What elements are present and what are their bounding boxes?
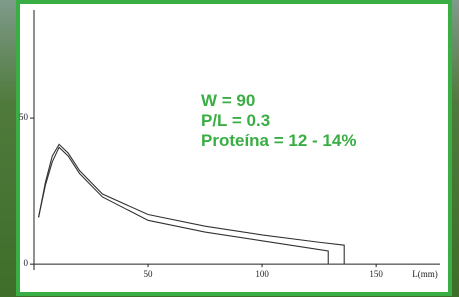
- x-tick-label: 150: [369, 269, 383, 279]
- y-tick-label: 50: [19, 112, 29, 122]
- x-tick-label: 50: [144, 269, 154, 279]
- page: 0 50 50 100 150 L(mm) W = 90P/L = 0.3Proteína …: [0, 0, 459, 297]
- annotation: P/L = 0.3: [201, 111, 270, 130]
- chart: 0 50 50 100 150 L(mm) W = 90P/L = 0.3Proteína …: [0, 0, 459, 297]
- annotation: W = 90: [201, 91, 255, 110]
- x-tick-label: 100: [255, 269, 269, 279]
- annotation: Proteína = 12 - 14%: [201, 131, 356, 150]
- x-axis-label: L(mm): [412, 269, 438, 279]
- y-tick-label: 0: [24, 258, 29, 268]
